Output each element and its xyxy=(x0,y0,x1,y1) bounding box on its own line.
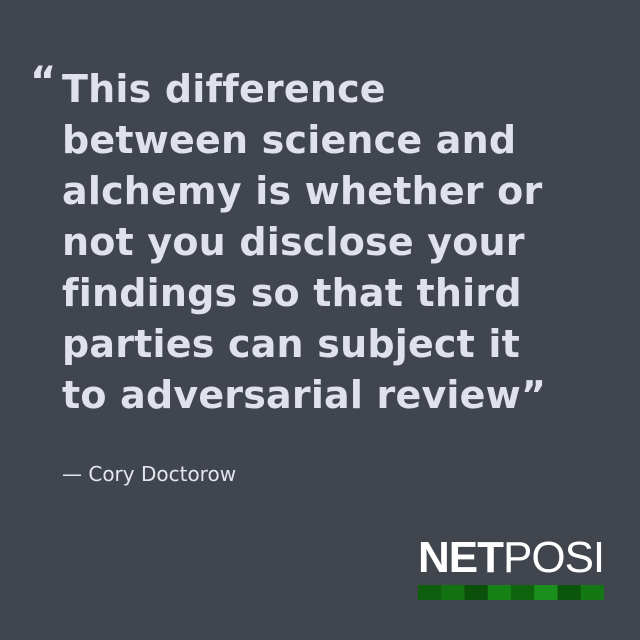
logo-bar-segment xyxy=(487,585,512,600)
open-quote-mark: “ xyxy=(30,59,57,105)
quote-line: alchemy is whether or xyxy=(62,169,543,213)
logo-text-net: NET xyxy=(418,533,504,582)
logo-bar-segment xyxy=(557,585,582,600)
logo-green-bar xyxy=(418,585,604,600)
logo-bar-segment xyxy=(441,585,465,600)
quote-attribution: — Cory Doctorow xyxy=(62,462,237,486)
logo-bar-segment xyxy=(534,585,558,600)
logo-wordmark: NETPOSI xyxy=(418,530,605,586)
logo-text-posi: POSI xyxy=(503,533,605,582)
quote-line: parties can subject it xyxy=(62,322,521,366)
quote-line: between science and xyxy=(62,118,517,162)
logo-bar-segment xyxy=(464,585,489,600)
quote-line: This difference xyxy=(62,67,386,111)
quote-line: to adversarial review” xyxy=(62,373,547,417)
logo-bar-segment xyxy=(580,585,604,600)
netposi-logo: NETPOSI xyxy=(418,530,605,600)
logo-bar-segment xyxy=(511,585,535,600)
quote-text: This difference between science and alch… xyxy=(62,64,622,421)
quote-line: not you disclose your xyxy=(62,220,525,264)
logo-bar-segment xyxy=(418,585,442,600)
quote-line: findings so that third xyxy=(62,271,522,315)
